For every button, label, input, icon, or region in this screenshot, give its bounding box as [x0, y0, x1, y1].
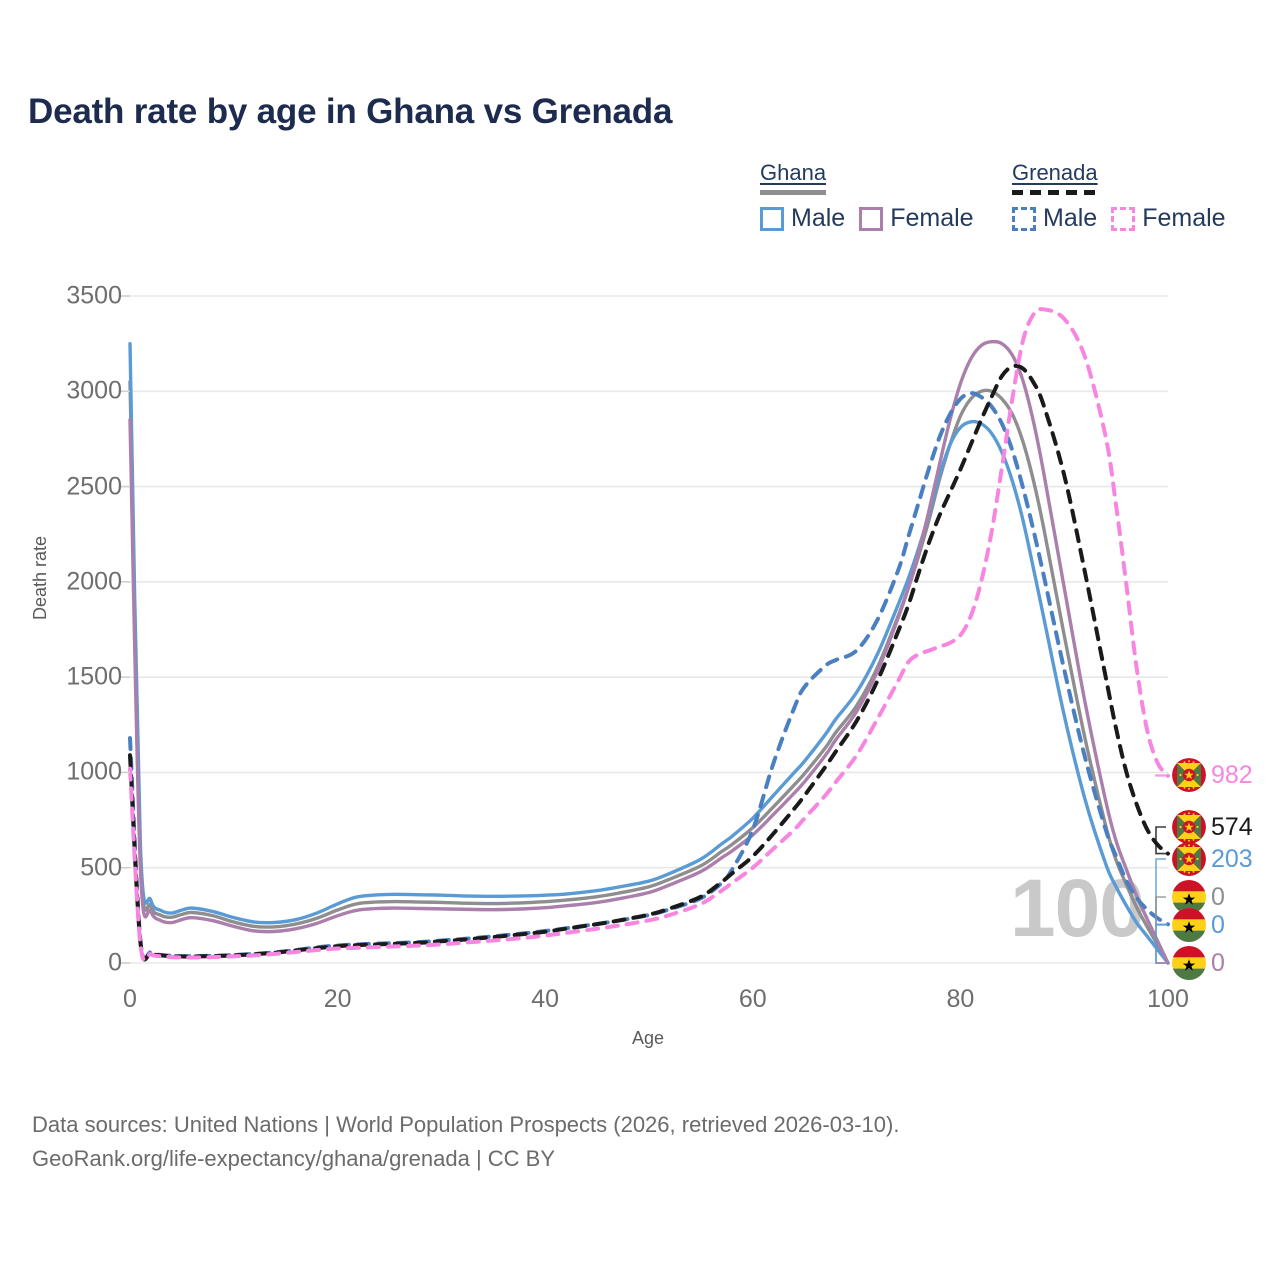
x-axis-tick: 20	[323, 985, 352, 1013]
footer-line-1: Data sources: United Nations | World Pop…	[32, 1112, 900, 1137]
series-line-grenada-female	[128, 307, 1170, 963]
end-label-row: 0	[1172, 908, 1225, 942]
legend-swatch-icon	[1111, 206, 1136, 231]
series-line-ghana-total	[128, 380, 1170, 965]
legend-group-rule	[1012, 190, 1098, 195]
legend-item-label: Female	[890, 204, 974, 232]
x-axis-tick: 80	[946, 985, 975, 1013]
page-title: Death rate by age in Ghana vs Grenada	[28, 92, 673, 131]
series-line-grenada-total	[128, 363, 1170, 962]
legend-items: Male Female	[1012, 204, 1226, 233]
legend-group-title: Ghana	[760, 160, 827, 185]
y-axis-tick: 1000	[66, 757, 122, 786]
series-line-ghana-female	[128, 339, 1170, 965]
end-label-leader	[1155, 826, 1168, 855]
legend-group-ghana: Ghana Male Female	[760, 160, 974, 232]
end-label-row: 574	[1172, 810, 1253, 844]
watermark-age: 100	[1010, 863, 1145, 954]
y-axis-tick: 500	[80, 853, 122, 882]
legend-item-label: Male	[1043, 204, 1098, 232]
x-axis-tick: 60	[738, 985, 767, 1013]
end-label-row: 982	[1172, 758, 1253, 792]
x-axis-tick: 40	[531, 985, 560, 1013]
legend-swatch-icon	[859, 206, 884, 231]
y-axis-tick: 0	[108, 948, 122, 977]
footer-line-2: GeoRank.org/life-expectancy/ghana/grenad…	[32, 1146, 556, 1172]
footer-sources: Data sources: United Nations | World Pop…	[32, 1108, 899, 1176]
y-axis-tick: 2500	[66, 472, 122, 501]
x-axis-label: Age	[631, 1028, 665, 1048]
end-label-value: 574	[1211, 812, 1253, 841]
grenada-flag-icon	[1172, 842, 1206, 876]
legend-swatch-icon	[760, 206, 784, 231]
end-label-value: 0	[1211, 948, 1225, 977]
legend-item-grenada-female[interactable]: Female	[1111, 204, 1226, 233]
y-axis-tick: 2000	[66, 567, 122, 596]
legend-item-label: Male	[791, 204, 846, 232]
legend-group-title: Grenada	[1012, 160, 1098, 185]
y-axis-label: Death rate	[30, 535, 50, 620]
legend-item-label: Female	[1142, 204, 1226, 232]
legend-item-ghana-female[interactable]: Female	[859, 204, 974, 233]
chart-legend: Ghana Male Female Grenada Male	[760, 160, 1260, 250]
y-axis-tick: 3500	[66, 281, 122, 310]
grenada-flag-icon	[1172, 810, 1206, 844]
x-axis-tick: 0	[123, 985, 137, 1013]
legend-swatch-icon	[1012, 206, 1036, 231]
ghana-flag-icon	[1172, 908, 1206, 942]
legend-group-rule	[760, 190, 827, 195]
end-label-value: 982	[1211, 760, 1253, 789]
end-label-value: 203	[1211, 844, 1253, 873]
end-label-value: 0	[1211, 910, 1225, 939]
legend-items: Male Female	[760, 204, 974, 233]
end-label-row: 0	[1172, 946, 1225, 980]
y-axis-tick: 1500	[66, 662, 122, 691]
legend-item-grenada-male[interactable]: Male	[1012, 204, 1097, 233]
end-label-value: 0	[1211, 882, 1225, 911]
grenada-flag-icon	[1172, 758, 1206, 792]
ghana-flag-icon	[1172, 946, 1206, 980]
y-axis-tick: 3000	[66, 376, 122, 405]
series-line-ghana-male	[128, 341, 1170, 965]
legend-item-ghana-male[interactable]: Male	[760, 204, 845, 233]
series-end-labels: 982 574 203	[1166, 0, 1280, 1280]
legend-group-grenada: Grenada Male Female	[1012, 160, 1226, 232]
end-label-leader	[1155, 774, 1168, 777]
end-label-row: 203	[1172, 842, 1253, 876]
x-axis-tick: 100	[1147, 985, 1189, 1013]
